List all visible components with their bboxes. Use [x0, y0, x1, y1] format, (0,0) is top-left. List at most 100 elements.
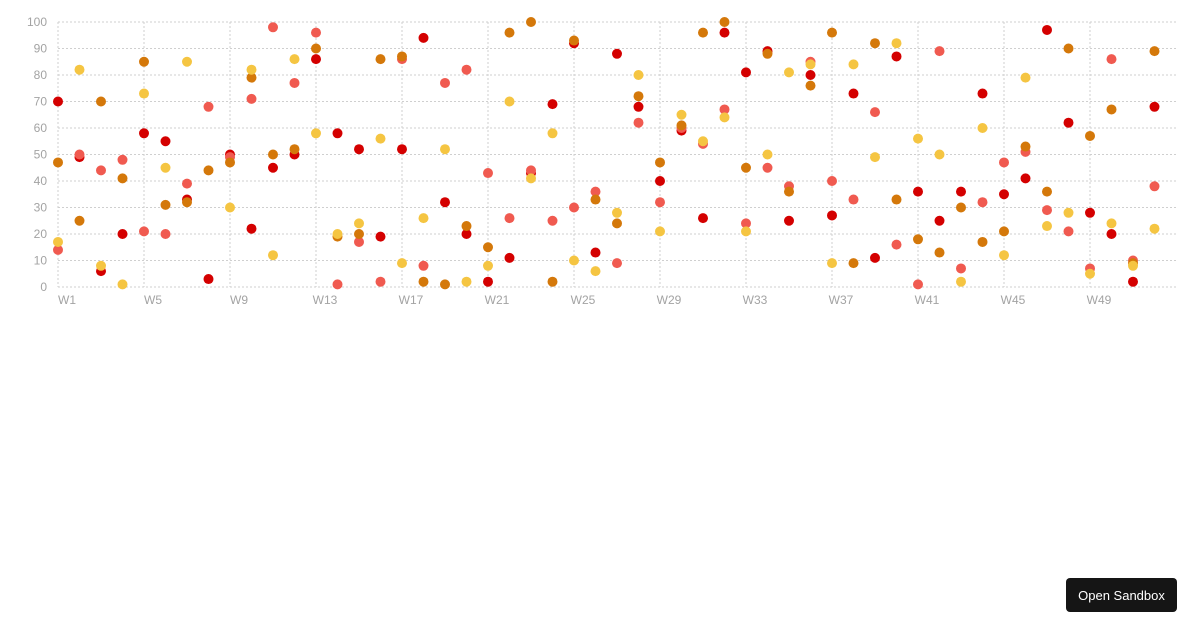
- data-point: [483, 276, 493, 287]
- data-point: [569, 255, 579, 266]
- data-point: [956, 202, 966, 213]
- data-point: [526, 173, 536, 184]
- scatter-chart: 0 10 20 30 40 50 60 70 80 90 100 W1 W5 W9 W13 W17 W21 W2…: [27, 15, 1176, 307]
- data-point: [74, 149, 85, 160]
- data-point: [96, 96, 106, 107]
- data-point: [461, 221, 472, 232]
- data-point: [1042, 221, 1052, 232]
- data-point: [848, 258, 859, 269]
- x-tick-label: W13: [313, 293, 338, 307]
- data-point: [977, 197, 988, 208]
- data-point: [762, 48, 773, 59]
- data-point: [633, 91, 644, 102]
- y-tick-label: 80: [34, 68, 48, 82]
- data-point: [762, 162, 773, 173]
- data-point: [1020, 72, 1031, 83]
- data-point: [1149, 101, 1160, 112]
- data-point: [1149, 181, 1160, 192]
- data-point: [1085, 130, 1095, 141]
- data-point: [655, 197, 665, 208]
- data-point: [203, 165, 214, 176]
- y-tick-label: 0: [40, 280, 47, 294]
- data-point: [182, 56, 192, 67]
- data-point: [354, 236, 364, 247]
- data-point: [891, 239, 902, 250]
- data-point: [1063, 117, 1074, 128]
- x-tick-label: W5: [144, 293, 162, 307]
- data-point: [1128, 260, 1138, 271]
- data-point: [483, 168, 493, 179]
- x-tick-label: W17: [399, 293, 424, 307]
- data-point: [246, 64, 257, 75]
- data-point: [676, 120, 687, 131]
- data-point: [655, 226, 665, 237]
- data-point: [590, 194, 601, 205]
- data-point: [354, 144, 364, 155]
- data-point: [440, 144, 450, 155]
- data-point: [526, 165, 536, 176]
- data-point: [762, 149, 773, 160]
- data-point: [827, 258, 837, 269]
- data-point: [590, 266, 601, 277]
- data-point: [977, 236, 988, 247]
- y-tick-label: 100: [27, 15, 47, 29]
- data-point: [805, 70, 816, 80]
- data-point: [1063, 43, 1074, 54]
- data-point: [784, 186, 794, 197]
- data-point: [805, 59, 816, 70]
- data-point: [1020, 141, 1031, 152]
- data-point: [1149, 223, 1160, 234]
- data-point: [827, 210, 837, 221]
- data-point: [483, 242, 493, 253]
- data-point: [117, 173, 128, 184]
- data-point: [1020, 173, 1031, 184]
- data-point: [698, 136, 708, 147]
- data-point: [741, 226, 751, 237]
- data-point: [569, 35, 579, 46]
- data-point: [741, 218, 751, 229]
- data-point: [311, 27, 321, 38]
- data-point: [848, 59, 859, 70]
- data-point: [612, 218, 622, 229]
- grid-lines: [57, 21, 1176, 288]
- data-point: [999, 189, 1009, 200]
- data-point: [139, 128, 149, 139]
- data-point: [956, 276, 966, 287]
- data-point: [1106, 229, 1117, 239]
- data-point: [547, 99, 558, 110]
- data-point: [139, 56, 149, 67]
- y-tick-label: 60: [34, 121, 48, 135]
- data-point: [1149, 46, 1160, 57]
- data-point: [934, 215, 945, 226]
- data-point: [182, 197, 192, 208]
- data-point: [332, 128, 343, 139]
- data-point: [999, 157, 1009, 168]
- data-point: [504, 252, 515, 263]
- open-sandbox-button[interactable]: Open Sandbox: [1066, 578, 1177, 612]
- data-point: [354, 218, 364, 229]
- data-point: [719, 104, 730, 115]
- data-point: [633, 101, 644, 112]
- data-point: [956, 186, 966, 197]
- data-point: [612, 207, 622, 218]
- data-point: [461, 64, 472, 75]
- data-point: [913, 133, 923, 144]
- data-point: [655, 157, 665, 168]
- data-point: [332, 279, 343, 290]
- data-point: [268, 162, 278, 173]
- data-point: [891, 194, 902, 205]
- data-point: [633, 117, 644, 128]
- data-point: [870, 107, 880, 118]
- data-point: [354, 229, 364, 239]
- x-tick-label: W41: [915, 293, 940, 307]
- data-point: [461, 229, 472, 239]
- data-point: [655, 176, 665, 186]
- data-point: [676, 109, 687, 120]
- data-point: [289, 54, 300, 65]
- data-point: [784, 215, 794, 226]
- data-point: [246, 223, 257, 234]
- data-point: [633, 70, 644, 80]
- data-point: [719, 17, 730, 27]
- data-point: [913, 234, 923, 245]
- data-point: [956, 263, 966, 274]
